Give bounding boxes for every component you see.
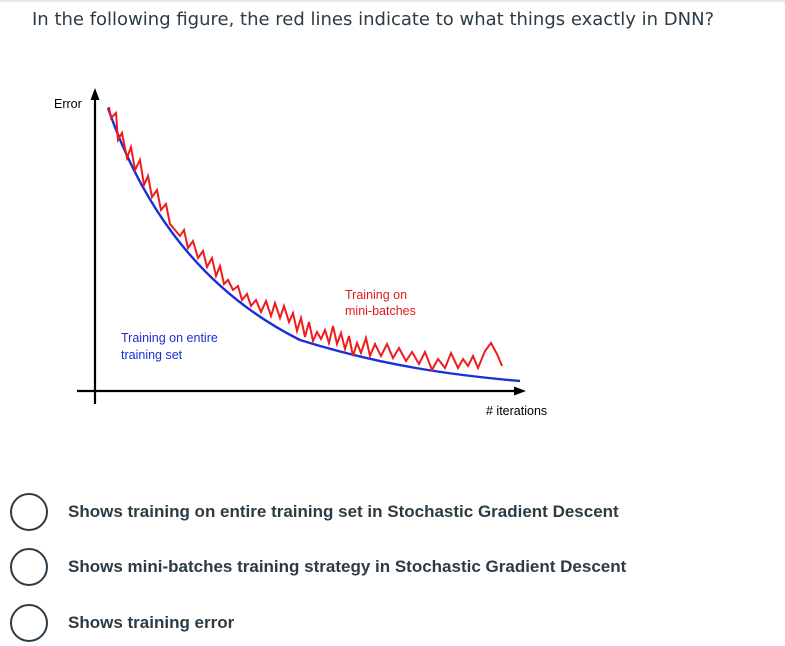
axes [77,88,526,404]
training-curve-figure: Error # iterations Training on entire tr… [54,88,547,418]
answer-label-3[interactable]: Shows training error [68,613,235,632]
answer-label-2[interactable]: Shows mini-batches training strategy in … [68,557,627,576]
radio-button-option-1[interactable] [10,493,48,531]
y-axis-label: Error [54,97,82,111]
red-curve-label-line1: Training on [345,288,407,302]
radio-button-option-3[interactable] [10,604,48,642]
blue-curve-label-line1: Training on entire [121,331,218,345]
top-divider [0,0,785,2]
figure-svg: Error # iterations Training on entire tr… [54,88,547,418]
y-axis-arrow-icon [90,88,100,100]
x-axis-arrow-icon [514,386,526,396]
answer-option-1[interactable]: Shows training on entire training set in… [10,492,750,532]
question-text: In the following figure, the red lines i… [32,9,715,30]
blue-curve-entire-training-set [106,107,521,383]
blue-curve-label-line2: training set [121,348,183,362]
red-curve-label-line2: mini-batches [345,304,416,318]
red-curve-mini-batches [108,106,503,373]
x-axis-label: # iterations [486,404,547,418]
answer-option-2[interactable]: Shows mini-batches training strategy in … [10,547,750,587]
radio-button-option-2[interactable] [10,548,48,586]
answer-label-1[interactable]: Shows training on entire training set in… [68,502,619,521]
answer-option-3[interactable]: Shows training error [10,603,750,643]
